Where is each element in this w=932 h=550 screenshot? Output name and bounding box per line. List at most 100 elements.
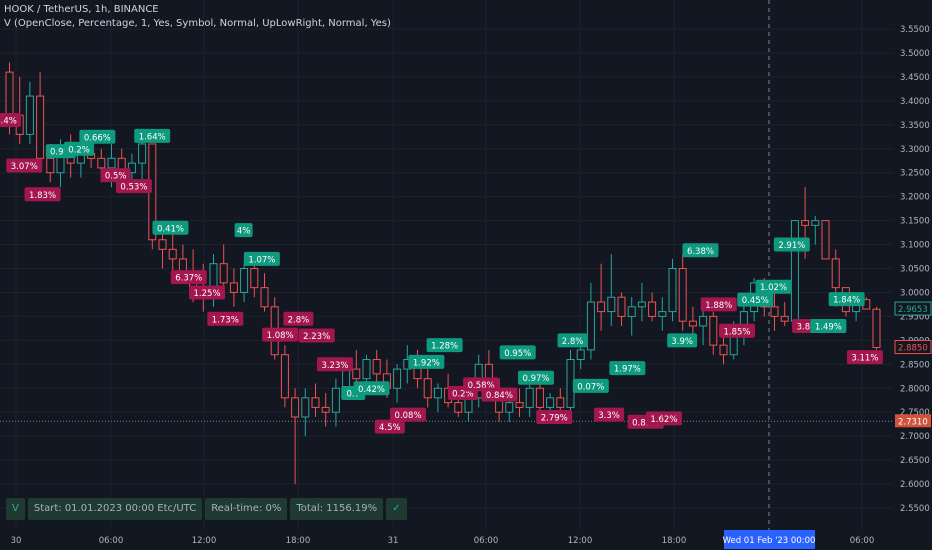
indicator-status-label[interactable]: V xyxy=(6,498,25,520)
change-percent-label-box xyxy=(828,292,865,307)
candle-body[interactable] xyxy=(821,220,830,260)
change-percent-label-box xyxy=(6,158,43,173)
candle-body[interactable] xyxy=(5,71,14,116)
candle-body[interactable] xyxy=(668,268,677,313)
candle-body[interactable] xyxy=(454,402,463,413)
candle-body[interactable] xyxy=(280,354,289,399)
candle-body[interactable] xyxy=(699,315,708,327)
last-price-box xyxy=(894,301,932,316)
candle-body[interactable] xyxy=(872,308,881,349)
candle-body[interactable] xyxy=(627,306,636,317)
price-axis-panel xyxy=(893,0,932,550)
candle-body[interactable] xyxy=(678,268,687,322)
candle-body[interactable] xyxy=(362,359,371,380)
candle-body[interactable] xyxy=(801,220,810,226)
candle-body[interactable] xyxy=(127,162,136,174)
price-tick-label: 2.6500 xyxy=(900,456,930,466)
candle-body[interactable] xyxy=(607,296,616,313)
change-percent-label: 1.02% xyxy=(760,283,787,293)
price-tick-label: 3.0000 xyxy=(900,288,930,298)
change-percent-label-box xyxy=(810,318,847,333)
realtime-status: Real-time: 0% xyxy=(205,498,288,520)
candle-body[interactable] xyxy=(709,315,718,346)
time-tick-label: 12:00 xyxy=(568,536,593,546)
candle-body[interactable] xyxy=(138,143,147,164)
candle-body[interactable] xyxy=(321,406,330,413)
time-tick-label: 06:00 xyxy=(850,536,875,546)
price-tick-label: 3.0500 xyxy=(900,265,930,275)
change-percent-label-box xyxy=(64,141,95,156)
candle-body[interactable] xyxy=(352,368,361,380)
candle-body[interactable] xyxy=(586,301,595,351)
change-percent-label-box xyxy=(846,350,883,365)
candle-body[interactable] xyxy=(158,239,167,250)
change-percent-label: 3.23% xyxy=(321,361,348,371)
candle-body[interactable] xyxy=(36,95,45,159)
change-percent-label: 0.83% xyxy=(632,418,659,428)
change-percent-label: 0.41% xyxy=(157,224,184,234)
change-percent-label: 0.2% xyxy=(452,390,474,400)
candle-body[interactable] xyxy=(240,268,249,293)
candle-body[interactable] xyxy=(811,220,820,226)
candle-body[interactable] xyxy=(831,258,840,289)
price-tick-label: 3.1000 xyxy=(900,241,930,251)
candle-body[interactable] xyxy=(637,301,646,308)
change-percent-label-box xyxy=(189,285,226,300)
candle-body[interactable] xyxy=(515,402,524,408)
candle-body[interactable] xyxy=(505,402,514,413)
candle-body[interactable] xyxy=(688,320,697,327)
candle-body[interactable] xyxy=(301,397,310,418)
crosshair-time-box xyxy=(724,530,815,549)
price-tick-label: 2.6000 xyxy=(900,480,930,490)
candle-body[interactable] xyxy=(770,306,779,317)
candle-body[interactable] xyxy=(342,368,351,389)
candle-body[interactable] xyxy=(250,268,259,289)
current-price-label: 2.8850 xyxy=(898,344,928,354)
candle-body[interactable] xyxy=(546,397,555,408)
candle-body[interactable] xyxy=(433,387,442,399)
candle-body[interactable] xyxy=(790,220,799,322)
change-percent-label: 0.42% xyxy=(358,385,385,395)
change-percent-label-box xyxy=(0,113,21,128)
candle-body[interactable] xyxy=(535,387,544,408)
candle-body[interactable] xyxy=(556,397,565,408)
candle-body[interactable] xyxy=(648,301,657,317)
candle-body[interactable] xyxy=(260,287,269,308)
candle-body[interactable] xyxy=(423,378,432,399)
price-tick-label: 3.2000 xyxy=(900,193,930,203)
change-percent-label: 0.07% xyxy=(577,382,604,392)
candle-body[interactable] xyxy=(729,335,738,356)
candle-body[interactable] xyxy=(46,157,55,174)
change-percent-label-box xyxy=(755,279,792,294)
candle-body[interactable] xyxy=(597,301,606,313)
candle-body[interactable] xyxy=(617,296,626,317)
price-tick-label: 3.5000 xyxy=(900,49,930,59)
candle-body[interactable] xyxy=(393,368,402,389)
candle-body[interactable] xyxy=(168,248,177,260)
change-percent-label-box xyxy=(408,354,445,369)
change-percent-label: 0.97% xyxy=(522,374,549,384)
candle-body[interactable] xyxy=(219,263,228,284)
candle-body[interactable] xyxy=(576,349,585,361)
candle-body[interactable] xyxy=(25,95,34,135)
candle-body[interactable] xyxy=(719,344,728,356)
price-tick-label: 3.3500 xyxy=(900,121,930,131)
candle-body[interactable] xyxy=(97,157,106,169)
candle-body[interactable] xyxy=(525,387,534,408)
candle-body[interactable] xyxy=(291,397,300,418)
change-percent-label-box xyxy=(298,328,335,343)
change-percent-label-box xyxy=(557,333,588,348)
candle-body[interactable] xyxy=(229,282,238,293)
time-tick-label: 12:00 xyxy=(192,536,217,546)
candle-body[interactable] xyxy=(331,387,340,413)
change-percent-label: 2.91% xyxy=(778,241,805,251)
candle-body[interactable] xyxy=(107,157,116,169)
candle-body[interactable] xyxy=(658,311,667,317)
price-tick-label: 3.5500 xyxy=(900,25,930,35)
indicator-title: V (OpenClose, Percentage, 1, Yes, Symbol… xyxy=(4,18,391,29)
change-percent-label: 1.64% xyxy=(139,132,166,142)
candle-body[interactable] xyxy=(311,397,320,408)
candle-body[interactable] xyxy=(372,359,381,375)
candle-body[interactable] xyxy=(780,315,789,322)
